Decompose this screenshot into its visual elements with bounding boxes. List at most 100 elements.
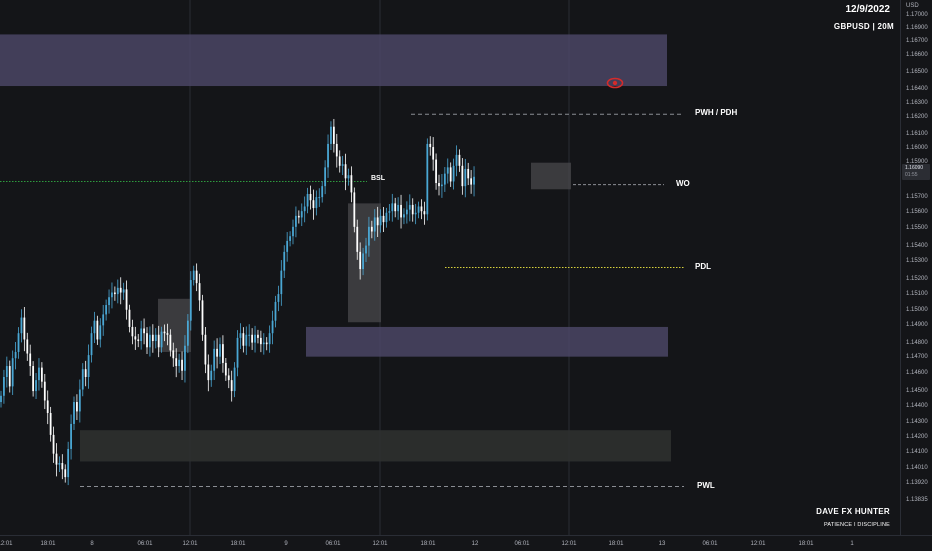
price-axis[interactable]: [900, 0, 932, 535]
price-tick-label: 1.15000: [906, 307, 928, 313]
candle-body: [113, 292, 116, 295]
time-tick-label: 18:01: [420, 541, 436, 547]
order_block-zone: [158, 298, 191, 352]
candle-body: [394, 203, 397, 212]
candle-body: [23, 317, 26, 340]
candle-body: [280, 270, 283, 295]
time-tick-label: 12: [471, 541, 479, 547]
candle-body: [391, 203, 394, 212]
symbol-timeframe: GBPUSD | 20M: [833, 22, 894, 31]
candle-body: [429, 143, 432, 148]
time-axis[interactable]: [0, 535, 932, 551]
candle-body: [373, 217, 376, 232]
candle-body: [119, 287, 122, 293]
candle-body: [189, 280, 192, 321]
candle-body: [38, 367, 40, 381]
candle-body: [14, 351, 17, 359]
candle-body: [73, 402, 75, 424]
candle-body: [362, 253, 364, 270]
candle-body: [309, 193, 312, 201]
candle-body: [105, 305, 108, 315]
candle-body: [195, 270, 198, 284]
candle-body: [443, 173, 446, 185]
candle-body: [166, 333, 169, 335]
candle-body: [61, 463, 64, 470]
price-tick-label: 1.14600: [906, 370, 928, 376]
candle-body: [111, 292, 113, 298]
candle-body: [49, 412, 52, 435]
candle-body: [473, 176, 475, 185]
candle-body: [160, 331, 163, 348]
candle-body: [3, 377, 5, 396]
price-tick-label: 1.15600: [906, 209, 928, 215]
candle-body: [382, 215, 385, 223]
price-tick-label: 1.15200: [906, 276, 928, 282]
candle-body: [151, 334, 154, 342]
candle-body: [461, 165, 464, 187]
candle-body: [134, 336, 137, 340]
candle-body: [40, 367, 43, 382]
candle-body: [397, 204, 400, 212]
candle-body: [154, 334, 157, 342]
candle-body: [213, 348, 216, 371]
current-price-tag: 1.16090 01:55: [902, 164, 930, 180]
price-tick-label: 1.16000: [906, 145, 928, 151]
candle-body: [350, 175, 353, 193]
time-tick-label: 06:01: [325, 541, 341, 547]
candle-body: [55, 453, 58, 465]
time-tick-label: 18:01: [230, 541, 246, 547]
candle-body: [411, 204, 414, 215]
currency-label: USD: [906, 3, 919, 9]
candle-body: [219, 344, 221, 357]
candle-body: [99, 325, 102, 340]
candle-body: [338, 156, 341, 166]
level-label: BSL: [371, 175, 385, 183]
candle-body: [222, 344, 224, 363]
candle-body: [262, 342, 265, 345]
candle-body: [403, 214, 405, 218]
order_block-zone: [348, 203, 381, 323]
candle-body: [283, 251, 286, 271]
candle-body: [186, 320, 189, 346]
price-tick-label: 1.16200: [906, 114, 928, 120]
price-tick-label: 1.14800: [906, 340, 928, 346]
candle-body: [35, 380, 37, 392]
candle-body: [408, 204, 411, 210]
candle-body: [245, 334, 248, 346]
candle-body: [236, 337, 239, 368]
price-tick-label: 1.14500: [906, 388, 928, 394]
price-tick-label: 1.16100: [906, 131, 928, 137]
price-tick-label: 1.15500: [906, 225, 928, 231]
candle-body: [376, 217, 379, 226]
candle-body: [441, 184, 443, 187]
price-tick-label: 1.14200: [906, 434, 928, 440]
price-tick-label: 1.14300: [906, 419, 928, 425]
price-tick-label: 1.14900: [906, 322, 928, 328]
candle-body: [432, 147, 435, 160]
candle-body: [149, 334, 151, 348]
price-tick-label: 1.15900: [906, 159, 928, 165]
candle-body: [169, 334, 172, 351]
price-tick-label: 1.13920: [906, 480, 928, 486]
candle-body: [230, 380, 233, 392]
candle-body: [93, 320, 96, 334]
level-label: WO: [676, 178, 690, 188]
supply-zone: [0, 34, 667, 87]
candle-body: [330, 126, 332, 144]
candle-body: [470, 178, 473, 185]
candle-body: [227, 375, 230, 381]
candle-body: [356, 226, 359, 252]
time-tick-label: 18:01: [798, 541, 814, 547]
candle-body: [67, 448, 70, 478]
candle-body: [201, 300, 204, 335]
price-tick-label: 1.16900: [906, 25, 928, 31]
level-label: PWL: [697, 480, 715, 490]
candle-body: [414, 212, 417, 215]
candle-body: [306, 193, 309, 207]
candle-body: [81, 369, 84, 390]
candle-body: [344, 164, 347, 179]
candle-body: [458, 154, 461, 166]
brand-name: DAVE FX HUNTER: [816, 507, 890, 516]
